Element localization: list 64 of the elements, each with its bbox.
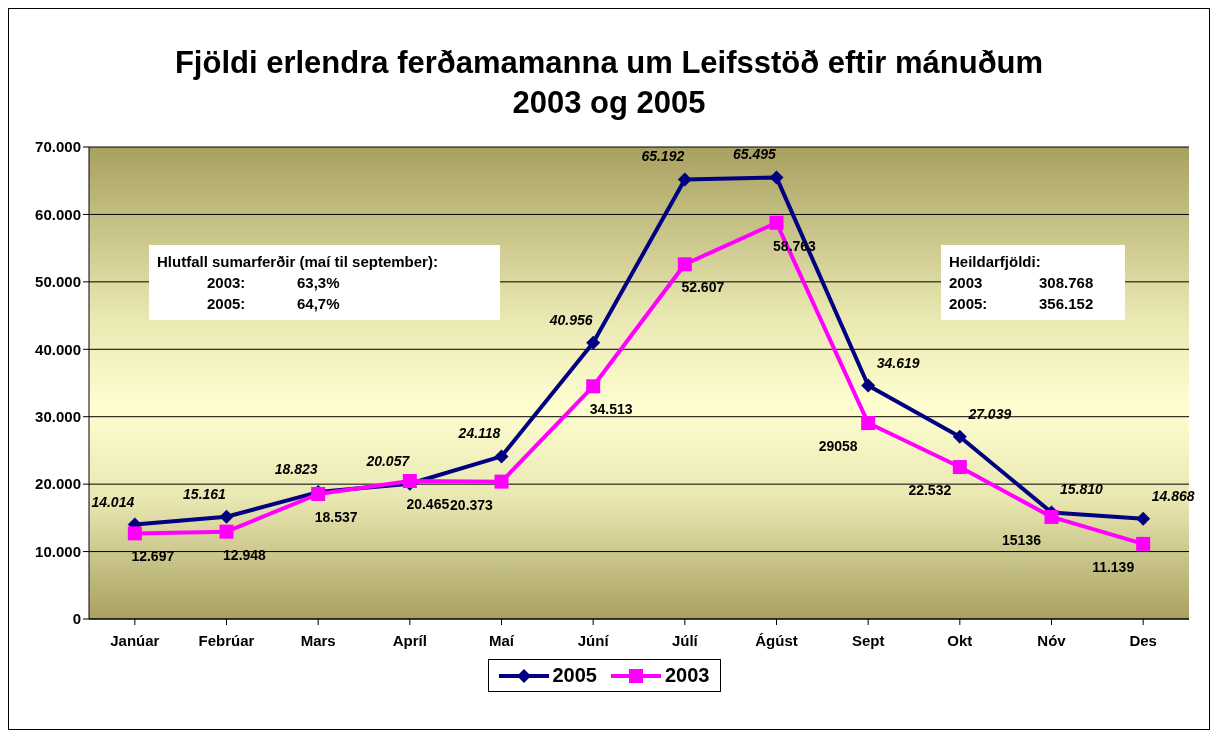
point (127, 526, 142, 541)
point (219, 524, 234, 539)
text-box: Heildarfjöldi: 2003 308.768 2005: 356.152 (941, 245, 1125, 320)
data-label: 65.495 (733, 146, 777, 163)
point (861, 416, 876, 431)
point (219, 509, 234, 524)
x-tick-label: Sept (851, 631, 885, 649)
data-label: 14.014 (91, 493, 135, 510)
point (677, 257, 692, 272)
x-tick-label: Júní (577, 631, 610, 649)
data-label: 20.373 (450, 496, 494, 513)
data-label: 12.697 (131, 548, 175, 565)
data-label: 34.513 (589, 401, 633, 418)
point (1136, 536, 1151, 551)
point (494, 449, 509, 464)
data-label: 29058 (818, 438, 858, 455)
point (586, 379, 601, 394)
data-label: 15.161 (183, 485, 227, 502)
point (494, 474, 509, 489)
x-tick-label: Mars (300, 631, 336, 649)
point (952, 429, 967, 444)
data-label: 40.956 (548, 311, 593, 328)
point (1136, 511, 1151, 526)
y-tick-label: 30.000 (35, 408, 81, 426)
x-tick-label: Ágúst (755, 631, 798, 649)
x-tick-label: Okt (947, 631, 973, 649)
y-tick-label: 20.000 (35, 475, 81, 493)
legend-label: 2003 (665, 664, 710, 687)
data-label: 18.537 (314, 509, 358, 526)
data-label: 20.057 (365, 452, 411, 469)
chart-title: Fjöldi erlendra ferðamamanna um Leifsstöð eftir mánuðum 2003 og 2005 (173, 44, 1045, 122)
data-label: 15136 (1002, 531, 1042, 548)
y-tick-label: 0 (72, 610, 81, 628)
x-tick-label: Des (1129, 631, 1157, 649)
data-label: 18.823 (274, 461, 318, 478)
y-tick-label: 50.000 (35, 273, 81, 291)
data-label: 14.868 (1151, 487, 1195, 504)
text-box: Hlutfall sumarferðir (maí til september): 2003: 63,3% 2005: 64,7% (149, 245, 500, 320)
point (952, 460, 967, 475)
x-tick-label: Janúar (110, 631, 160, 649)
x-tick-label: Nóv (1037, 631, 1067, 649)
data-label: 65.192 (641, 148, 685, 165)
x-tick-label: Febrúar (198, 631, 255, 649)
data-label: 34.619 (876, 354, 920, 371)
data-label: 52.607 (681, 279, 725, 296)
x-tick-label: Apríl (392, 631, 427, 649)
data-label: 11.139 (1092, 558, 1135, 575)
point (769, 215, 784, 230)
x-tick-label: Júlí (671, 631, 699, 649)
point (1044, 509, 1059, 524)
y-tick-label: 10.000 (35, 542, 81, 560)
x-tick-label: Maí (488, 631, 515, 649)
legend-label: 2005 (552, 664, 597, 687)
y-tick-label: 60.000 (35, 205, 81, 223)
point (769, 170, 784, 185)
data-label: 20.465 (406, 496, 450, 513)
data-label: 24.118 (457, 425, 501, 442)
y-tick-label: 40.000 (35, 340, 81, 358)
data-label: 15.810 (1060, 481, 1104, 498)
y-tick-label: 70.000 (35, 138, 81, 156)
data-label: 22.532 (908, 482, 952, 499)
point (861, 378, 876, 393)
point (677, 172, 692, 187)
point (586, 335, 601, 350)
